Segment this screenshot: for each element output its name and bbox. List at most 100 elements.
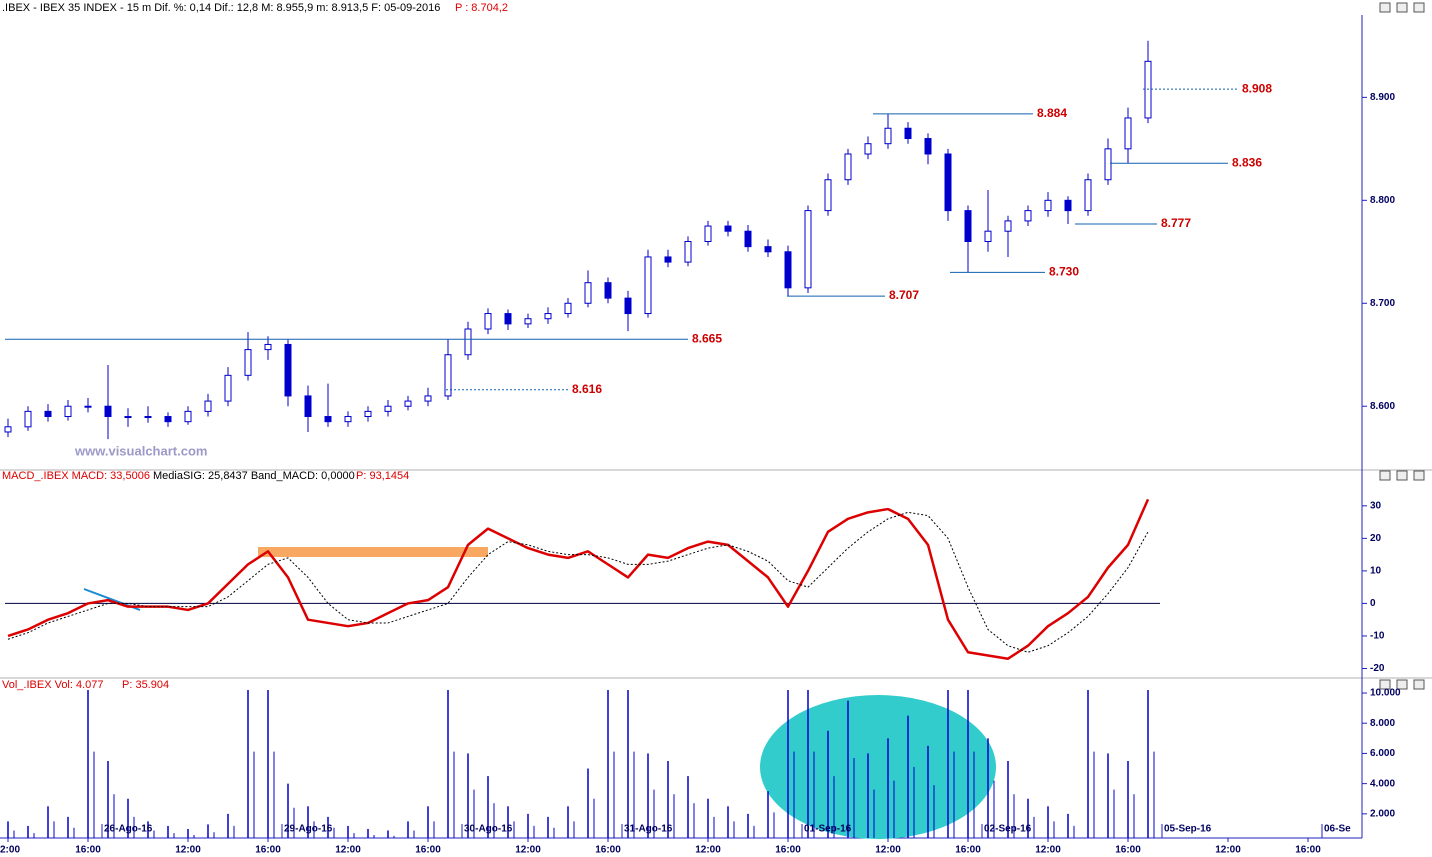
- x-tick-label: 12:00: [695, 845, 721, 856]
- x-tick-label: 12:00: [175, 845, 201, 856]
- candle-body: [384, 405, 392, 412]
- candle-body: [924, 138, 932, 155]
- y-tick-label: 8.600: [1370, 401, 1395, 412]
- x-tick-label: 12:00: [1215, 845, 1241, 856]
- x-tick-label: 12:00: [335, 845, 361, 856]
- price-header: .IBEX - IBEX 35 INDEX - 15 m Dif. %: 0,1…: [2, 2, 440, 14]
- candle-body: [44, 410, 52, 418]
- y-tick-label: -20: [1370, 663, 1385, 674]
- candle-body: [64, 405, 72, 418]
- macd-header-extra: MediaSIG: 25,8437 Band_MACD: 0,0000: [153, 470, 355, 482]
- y-tick-label: 8.800: [1370, 195, 1395, 206]
- watermark: www.visualchart.com: [74, 443, 207, 458]
- close-button[interactable]: [1413, 2, 1425, 13]
- close-button[interactable]: [1413, 470, 1425, 481]
- macd-header: MACD_.IBEX MACD: 33,5006: [2, 470, 150, 482]
- date-label: 31-Ago-16: [624, 824, 673, 835]
- candle-body: [444, 354, 452, 397]
- x-tick-label: 12:00: [875, 845, 901, 856]
- x-tick-label: 16:00: [1115, 845, 1141, 856]
- candle-body: [764, 246, 772, 253]
- y-tick-label: 10: [1370, 566, 1382, 577]
- candle-body: [24, 410, 32, 428]
- candle-body: [584, 282, 592, 304]
- y-tick-label: 8.700: [1370, 298, 1395, 309]
- plot-area: [4, 40, 1323, 838]
- candle-body: [504, 313, 512, 325]
- candle-body: [564, 302, 572, 315]
- candle-body: [404, 400, 412, 407]
- candle-body: [664, 256, 672, 263]
- x-tick-label: 16:00: [255, 845, 281, 856]
- candle-body: [704, 225, 712, 243]
- candle-body: [164, 416, 172, 423]
- candle-body: [1084, 179, 1092, 212]
- candle-body: [1144, 60, 1152, 119]
- highlight-ellipse: [760, 695, 996, 839]
- x-tick-label: 12:00: [515, 845, 541, 856]
- price-level-label: 8.665: [692, 331, 722, 345]
- date-label: 05-Sep-16: [1164, 824, 1212, 835]
- candle-body: [1024, 210, 1032, 222]
- candle-body: [4, 426, 12, 433]
- minimize-button[interactable]: [1379, 2, 1391, 13]
- candle-body: [344, 416, 352, 423]
- y-tick-label: 0: [1370, 598, 1376, 609]
- maximize-button[interactable]: [1396, 470, 1408, 481]
- candle-body: [304, 395, 312, 418]
- candle-body: [1124, 117, 1132, 150]
- candle-body: [284, 343, 292, 397]
- price-level-label: 8.707: [889, 288, 919, 302]
- candle-body: [944, 153, 952, 212]
- date-label: 02-Sep-16: [984, 824, 1032, 835]
- price-level-label: 8.730: [1049, 265, 1079, 279]
- date-label: 01-Sep-16: [804, 824, 852, 835]
- price-level-label: 8.777: [1161, 216, 1191, 230]
- candle-body: [524, 318, 532, 325]
- highlight-band: [258, 547, 488, 557]
- maximize-button[interactable]: [1396, 679, 1408, 690]
- candle-body: [184, 410, 192, 423]
- x-tick-label: 16:00: [595, 845, 621, 856]
- candle-body: [784, 251, 792, 289]
- window-buttons: [1379, 2, 1425, 690]
- volume-header-price: P: 35.904: [122, 679, 169, 691]
- minimize-button[interactable]: [1379, 679, 1391, 690]
- price-level-label: 8.836: [1232, 155, 1262, 169]
- candle-body: [884, 127, 892, 145]
- candle-body: [1064, 199, 1072, 212]
- x-tick-label: 2:00: [0, 845, 20, 856]
- date-label: 30-Ago-16: [464, 824, 513, 835]
- candle-body: [544, 313, 552, 320]
- price-level-label: 8.908: [1242, 81, 1272, 95]
- candle-body: [104, 405, 112, 418]
- date-label: 29-Ago-16: [284, 824, 333, 835]
- candle-body: [964, 210, 972, 242]
- candle-body: [224, 374, 232, 402]
- candle-body: [204, 400, 212, 412]
- candle-body: [264, 343, 272, 351]
- candle-body: [484, 313, 492, 330]
- y-tick-label: 30: [1370, 500, 1382, 511]
- price-header-price: P : 8.704,2: [455, 2, 508, 14]
- date-label: 26-Ago-16: [104, 824, 153, 835]
- price-level-label: 8.884: [1037, 106, 1067, 120]
- close-button[interactable]: [1413, 679, 1425, 690]
- y-tick-label: 10.000: [1370, 688, 1401, 699]
- maximize-button[interactable]: [1396, 2, 1408, 13]
- candle-body: [824, 179, 832, 212]
- candle-body: [324, 416, 332, 423]
- y-tick-label: 8.900: [1370, 92, 1395, 103]
- candle-body: [1044, 199, 1052, 212]
- x-tick-label: 16:00: [955, 845, 981, 856]
- indicator-line: [7, 511, 1149, 653]
- y-tick-label: 20: [1370, 533, 1382, 544]
- y-tick-label: 4.000: [1370, 778, 1395, 789]
- candle-body: [1004, 220, 1012, 232]
- minimize-button[interactable]: [1379, 470, 1391, 481]
- y-tick-label: -10: [1370, 631, 1385, 642]
- price-level-label: 8.616: [572, 382, 602, 396]
